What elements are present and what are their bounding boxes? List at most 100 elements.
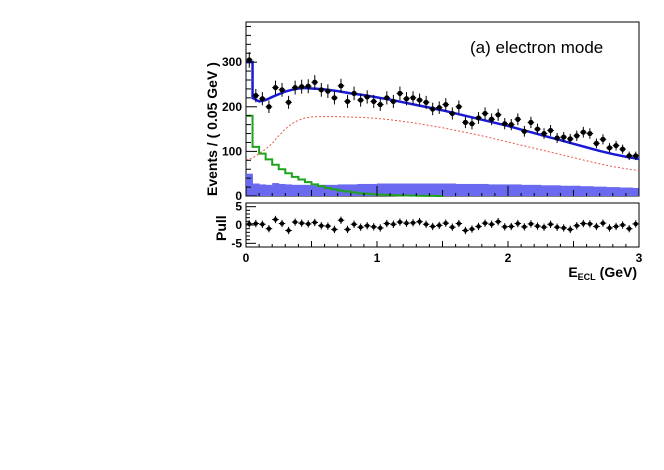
data-marker: [469, 121, 475, 127]
pull-point: [344, 225, 351, 234]
data-point: [311, 75, 319, 90]
blue-bin: [586, 186, 594, 196]
blue-bin: [580, 186, 587, 196]
data-point: [298, 79, 305, 94]
pull-marker: [273, 217, 278, 222]
pull-point: [494, 218, 502, 226]
pull-point: [318, 222, 325, 230]
x-axis-title-sub: ECL: [578, 272, 597, 282]
data-marker: [443, 101, 449, 108]
data-point: [350, 86, 358, 101]
data-point: [396, 86, 404, 101]
pull-marker: [437, 223, 442, 228]
pull-point: [357, 223, 364, 231]
pull-marker: [476, 224, 481, 229]
pull-marker: [607, 225, 612, 231]
pull-point: [632, 220, 639, 228]
pull-point: [298, 219, 305, 227]
x-axis-title-main: E: [568, 264, 577, 280]
pull-marker: [528, 221, 534, 227]
data-marker: [593, 140, 600, 146]
blue-bin: [246, 173, 253, 196]
x-tick-label: 3: [636, 251, 643, 265]
blue-bin: [390, 183, 398, 196]
blue-bin: [449, 183, 456, 196]
blue-bin: [547, 185, 555, 196]
data-point: [481, 107, 489, 120]
pull-marker: [463, 228, 468, 233]
data-point: [331, 91, 338, 105]
data-point: [416, 93, 423, 107]
pull-point: [527, 220, 535, 228]
x-axis-title: EECL (GeV): [568, 264, 637, 282]
pull-marker: [384, 221, 390, 226]
pull-point: [455, 219, 463, 228]
pull-point: [383, 219, 391, 228]
data-marker: [371, 98, 377, 105]
total-fit-curve: [246, 60, 640, 161]
data-marker: [325, 88, 331, 94]
blue-bin: [396, 183, 404, 196]
pull-marker: [443, 220, 448, 226]
pull-y-tick-label: 0: [235, 218, 242, 232]
blue-bin: [403, 183, 411, 196]
data-marker: [403, 96, 410, 102]
pull-marker: [299, 220, 304, 226]
pull-marker: [535, 223, 540, 229]
pull-marker: [410, 220, 416, 225]
blue-bin: [494, 184, 502, 196]
data-marker: [606, 145, 613, 151]
data-point: [363, 90, 371, 104]
blue-bin: [344, 184, 352, 196]
pull-point: [285, 226, 292, 235]
data-point: [344, 94, 351, 108]
data-point: [501, 118, 508, 130]
data-marker: [338, 83, 344, 89]
pull-marker: [482, 220, 488, 226]
pull-marker: [351, 222, 357, 227]
x-tick-label: 2: [505, 251, 512, 265]
pull-marker: [613, 224, 619, 229]
pull-point: [475, 222, 482, 231]
data-marker: [567, 136, 573, 142]
pull-marker: [266, 226, 272, 231]
blue-bin: [599, 186, 607, 196]
pull-marker: [574, 223, 579, 228]
pull-point: [252, 219, 260, 228]
data-marker: [246, 57, 252, 63]
blue-bin: [259, 184, 267, 196]
data-marker: [528, 119, 534, 125]
pull-marker: [417, 219, 422, 224]
pull-marker: [620, 222, 625, 228]
data-marker: [318, 87, 324, 93]
pull-point: [573, 222, 581, 230]
pull-point: [265, 225, 273, 233]
data-point: [606, 143, 613, 153]
data-point: [475, 112, 482, 124]
pull-point: [311, 218, 319, 227]
pull-marker: [338, 218, 344, 223]
blue-bin: [514, 184, 522, 196]
pull-marker: [306, 221, 311, 227]
data-marker: [502, 121, 508, 127]
pull-point: [593, 222, 600, 231]
data-marker: [299, 84, 305, 90]
data-marker: [620, 146, 626, 152]
blue-bin: [363, 183, 371, 196]
pull-marker: [633, 221, 638, 227]
pull-marker: [495, 219, 501, 224]
pull-point: [560, 224, 567, 232]
data-point: [553, 132, 561, 144]
blue-bin: [540, 185, 548, 196]
pull-marker: [568, 227, 573, 232]
data-point: [435, 101, 443, 114]
pull-marker: [279, 221, 285, 226]
pull-point: [370, 223, 377, 231]
blue-bin: [612, 187, 620, 196]
blue-bin: [468, 183, 476, 196]
pull-marker: [515, 221, 521, 226]
blue-bin: [370, 183, 378, 196]
pull-marker: [312, 220, 317, 225]
